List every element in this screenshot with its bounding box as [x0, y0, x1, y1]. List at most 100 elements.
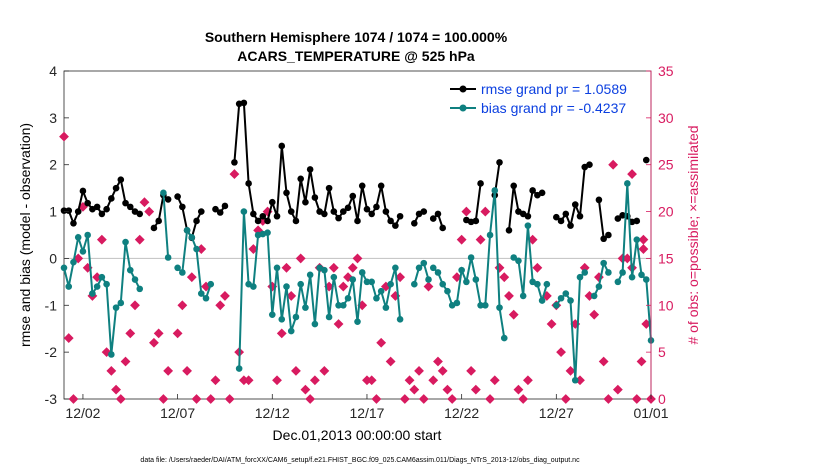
bias-point — [306, 271, 314, 279]
obs-count-marker — [215, 300, 226, 311]
legend-bias-marker — [459, 104, 467, 112]
rmse-point — [70, 219, 77, 227]
rmse-point — [283, 189, 290, 197]
obs-count-marker — [347, 262, 358, 273]
y2-tick-label: 25 — [658, 157, 674, 173]
obs-count-marker — [475, 234, 486, 245]
obs-count-marker — [338, 281, 349, 292]
bias-point — [463, 278, 470, 286]
bias-point — [122, 238, 129, 246]
rmse-point — [382, 208, 390, 215]
rmse-point — [259, 212, 267, 220]
rmse-point — [392, 222, 399, 229]
obs-count-marker — [603, 394, 614, 404]
rmse-point — [150, 224, 158, 232]
obs-count-marker — [111, 384, 121, 395]
bias-point — [311, 320, 319, 328]
bias-point — [183, 227, 191, 234]
x-tick-label: 12/17 — [349, 405, 384, 421]
bias-point — [567, 297, 574, 304]
obs-count-marker — [281, 262, 292, 273]
obs-count-marker — [612, 384, 623, 395]
rmse-point — [396, 212, 404, 220]
obs-count-marker — [139, 197, 150, 208]
obs-count-marker — [182, 365, 192, 376]
obs-count-marker — [59, 131, 69, 142]
bias-point — [642, 276, 650, 283]
rmse-point — [117, 176, 125, 184]
y-tick-label: 1 — [49, 204, 57, 220]
bias-point — [240, 208, 248, 215]
data-file-footer: data file: /Users/raeder/DAI/ATM_forcXX/… — [140, 457, 580, 464]
rmse-point — [557, 217, 565, 225]
bias-point — [429, 264, 437, 272]
legend: rmse grand pr = 1.0589 bias grand pr = -… — [442, 75, 648, 117]
bias-point — [207, 280, 215, 288]
rmse-point — [420, 208, 428, 215]
bias-point — [335, 301, 342, 309]
obs-count-marker — [115, 394, 126, 404]
x-tick-label: 12/27 — [539, 405, 574, 421]
rmse-point — [287, 208, 295, 215]
plot-area — [63, 70, 652, 400]
rmse-point — [174, 193, 181, 200]
obs-count-marker — [371, 394, 382, 404]
bias-point — [297, 280, 304, 288]
bias-point — [562, 290, 570, 297]
rmse-point — [84, 199, 91, 207]
obs-count-marker — [205, 394, 216, 404]
bias-series-line — [162, 192, 170, 258]
obs-count-marker — [395, 272, 406, 283]
obs-count-marker — [452, 272, 462, 283]
obs-count-marker — [608, 159, 619, 170]
obs-count-marker — [272, 375, 282, 386]
rmse-point — [79, 187, 87, 195]
bias-point — [136, 285, 144, 293]
obs-count-marker — [291, 365, 301, 376]
bias-point — [93, 283, 101, 290]
obs-count-marker — [560, 394, 571, 404]
rmse-point — [245, 180, 252, 187]
bias-point — [420, 259, 428, 267]
rmse-point — [571, 201, 579, 208]
obs-count-marker — [309, 375, 320, 386]
bias-point — [268, 311, 276, 318]
bias-point — [519, 292, 527, 300]
bias-point — [321, 266, 328, 274]
obs-count-marker — [229, 169, 240, 179]
obs-count-marker — [504, 291, 514, 301]
bias-point — [344, 294, 352, 302]
y-tick-label: 2 — [49, 157, 57, 173]
obs-count-marker — [480, 206, 491, 217]
bias-point — [628, 273, 636, 281]
y2-tick-label: 35 — [658, 63, 674, 79]
bias-point — [392, 264, 399, 272]
obs-count-marker — [376, 337, 387, 348]
obs-count-marker — [404, 375, 415, 386]
legend-bias-label: bias grand pr = -0.4237 — [481, 100, 626, 116]
obs-count-marker — [508, 309, 519, 320]
bias-point — [571, 376, 579, 384]
bias-point — [103, 280, 110, 288]
bias-point — [590, 292, 598, 300]
bias-point — [264, 229, 271, 236]
rmse-point — [231, 159, 238, 166]
obs-count-marker — [518, 394, 529, 404]
obs-count-marker — [319, 365, 330, 376]
obs-count-marker — [556, 347, 566, 358]
tick-layer: -3 -2 -1 0 1 2 3 4 0 5 10 15 20 25 30 35 12/02 12/07 12/12… — [45, 63, 674, 421]
bias-point — [235, 365, 243, 372]
bias-point — [477, 301, 484, 309]
rmse-point — [93, 203, 101, 211]
obs-count-marker — [523, 375, 533, 386]
rmse-point — [411, 219, 418, 227]
obs-count-marker — [328, 262, 339, 273]
bias-point — [278, 316, 286, 323]
obs-count-marker — [399, 394, 410, 404]
obs-count-marker — [224, 394, 235, 404]
obs-count-marker — [638, 244, 649, 254]
rmse-point — [74, 208, 82, 215]
rmse-point — [60, 207, 68, 214]
rmse-point — [254, 217, 262, 225]
